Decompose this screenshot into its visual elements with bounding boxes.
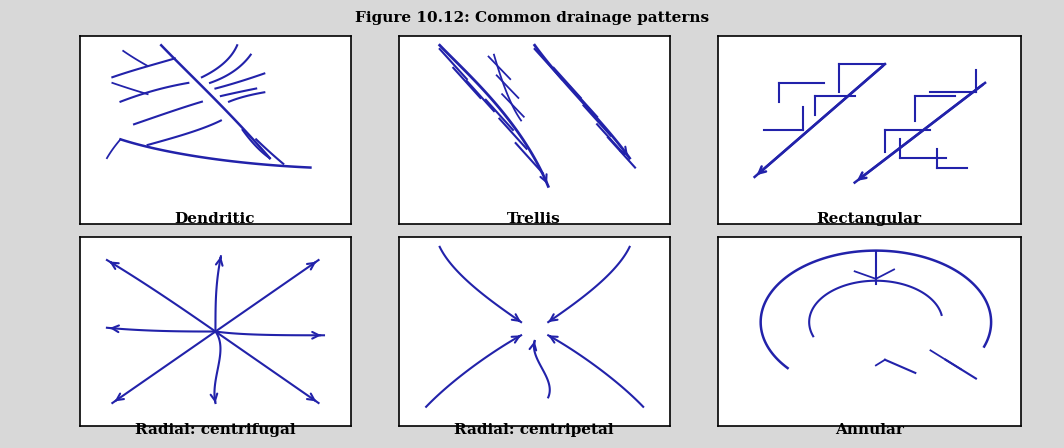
Text: Radial: centripetal: Radial: centripetal [454,423,614,437]
Text: Rectangular: Rectangular [817,212,921,226]
Text: Dendritic: Dendritic [174,212,255,226]
Text: Annular: Annular [835,423,903,437]
Text: Trellis: Trellis [508,212,561,226]
Text: Radial: centrifugal: Radial: centrifugal [135,423,295,437]
Text: Figure 10.12: Common drainage patterns: Figure 10.12: Common drainage patterns [355,11,709,25]
